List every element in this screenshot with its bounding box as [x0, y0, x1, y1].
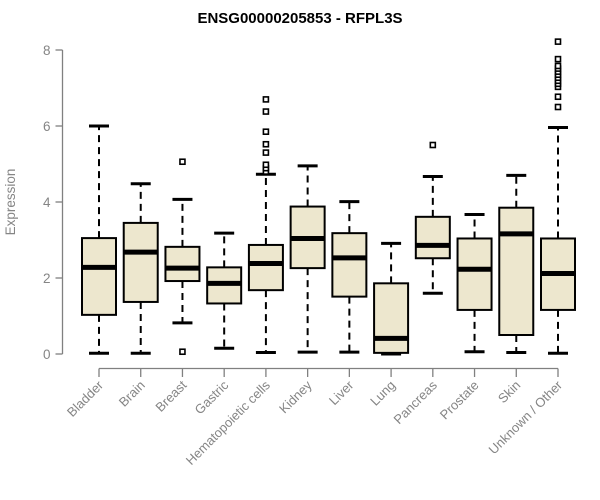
y-tick-label: 8: [43, 43, 51, 58]
y-tick-label: 0: [43, 347, 51, 362]
outlier-point: [554, 38, 562, 45]
x-category-label: Kidney: [276, 377, 315, 416]
x-category-label: Skin: [495, 378, 523, 406]
iqr-box: [414, 215, 451, 260]
iqr-box: [164, 245, 201, 283]
x-category-label: Liver: [326, 377, 357, 408]
x-category-label: Brain: [116, 378, 148, 410]
box-group-unknown-other: [540, 38, 576, 355]
outlier-point: [262, 149, 270, 156]
iqr-box: [373, 282, 410, 354]
box-group-kidney: [289, 164, 326, 354]
box-group-breast: [164, 158, 201, 356]
outlier-point: [554, 62, 562, 70]
iqr-box: [331, 232, 368, 298]
outlier-point: [262, 140, 270, 148]
box-series: [81, 38, 576, 356]
box-group-hematopoietic-cells: [247, 96, 284, 354]
x-category-label: Prostate: [437, 378, 482, 423]
box-group-skin: [498, 173, 535, 354]
box-group-prostate: [456, 213, 493, 354]
outlier-point: [262, 108, 270, 115]
box-group-gastric: [206, 231, 243, 350]
iqr-box: [498, 206, 535, 336]
y-tick-label: 6: [43, 119, 51, 134]
y-tick-label: 4: [43, 195, 51, 210]
outlier-point: [429, 141, 437, 149]
box-group-bladder: [81, 124, 117, 355]
x-category-label: Bladder: [64, 377, 107, 420]
outlier-point: [262, 128, 270, 135]
box-group-liver: [331, 200, 368, 354]
outlier-point: [554, 93, 562, 101]
chart-title: ENSG00000205853 - RFPL3S: [197, 10, 402, 27]
box-group-brain: [122, 182, 159, 355]
box-group-pancreas: [414, 141, 451, 295]
box-group-lung: [373, 241, 410, 356]
iqr-box: [456, 237, 493, 311]
iqr-box: [247, 243, 284, 292]
outlier-point: [554, 103, 562, 111]
x-category-label: Breast: [152, 377, 189, 414]
y-tick-label: 2: [43, 271, 51, 286]
iqr-box: [81, 237, 117, 316]
outlier-point: [554, 55, 562, 63]
y-axis-label: Expression: [3, 169, 18, 236]
iqr-box: [122, 221, 159, 303]
x-category-label: Gastric: [192, 377, 232, 417]
outlier-point: [262, 161, 270, 169]
x-category-label: Lung: [367, 378, 398, 409]
x-category-label: Unknown / Other: [486, 377, 566, 457]
outlier-point: [179, 158, 186, 166]
outlier-point: [262, 96, 270, 103]
outlier-point: [179, 348, 186, 356]
x-category-label: Pancreas: [390, 377, 440, 427]
